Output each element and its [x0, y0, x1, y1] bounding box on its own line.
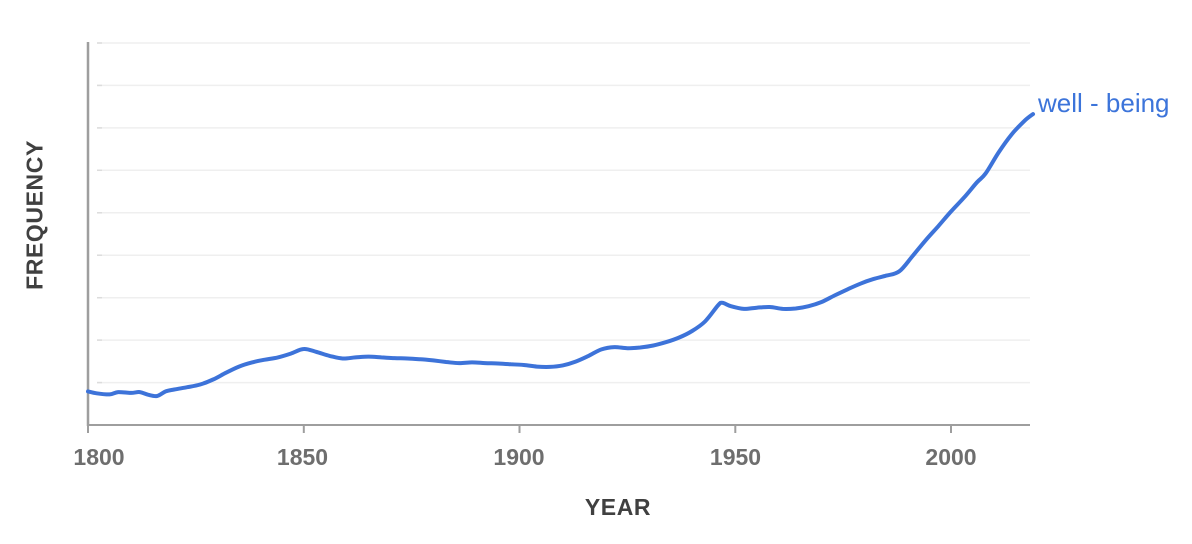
x-tick-label-2000: 2000: [925, 444, 977, 470]
x-tick-label-1850: 1850: [276, 444, 329, 470]
frequency-line: [86, 112, 1035, 399]
series-label-well-being: well - being: [1038, 88, 1170, 118]
x-axis-label: YEAR: [584, 494, 652, 520]
x-tick-label-1900: 1900: [493, 444, 545, 470]
x-tick-label-1800: 1800: [73, 444, 125, 470]
x-tick-label-1950: 1950: [709, 444, 762, 470]
y-axis-label: FREQUENCY: [21, 140, 48, 290]
